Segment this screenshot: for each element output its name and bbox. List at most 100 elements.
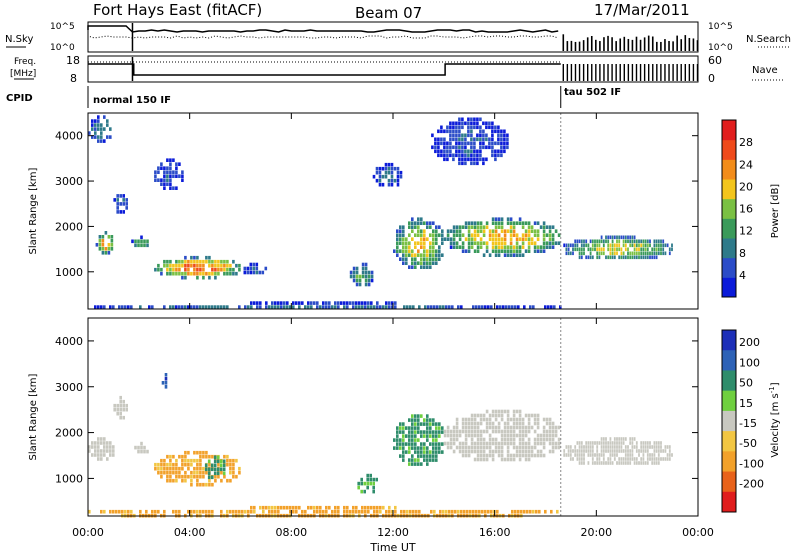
echo-cell (491, 425, 495, 430)
echo-cell (479, 129, 482, 134)
echo-cell (446, 429, 450, 434)
x-tick-label: 16:00 (479, 526, 511, 539)
echo-cell (515, 221, 519, 225)
echo-cell (220, 478, 223, 483)
echo-cell (166, 166, 169, 170)
echo-cell (611, 251, 614, 256)
echo-cell (414, 221, 417, 225)
echo-cell (662, 239, 665, 244)
echo-cell (600, 247, 603, 252)
echo-cell (620, 457, 623, 461)
x-tick-label: 20:00 (580, 526, 612, 539)
echo-cell (205, 450, 208, 455)
echo-cell (500, 449, 504, 454)
echo-cell (600, 449, 603, 453)
echo-cell (500, 149, 503, 154)
echo-cell (208, 305, 211, 309)
echo-cell (609, 235, 612, 240)
echo-cell (660, 449, 662, 453)
echo-cell (467, 445, 471, 450)
echo-cell (506, 133, 509, 138)
echo-cell (611, 445, 614, 449)
echo-cell (378, 178, 382, 183)
echo-cell (545, 421, 549, 426)
echo-cell (576, 243, 579, 248)
echo-cell (613, 449, 616, 453)
echo-cell (587, 449, 590, 453)
echo-cell (482, 457, 486, 462)
echo-cell (175, 162, 178, 166)
echo-cell (627, 239, 629, 244)
echo-cell (482, 241, 486, 245)
echo-cell (515, 245, 519, 249)
echo-cell (446, 229, 450, 233)
velocity-colorbar-label: Velocity [m s-1] (768, 382, 781, 457)
echo-cell (97, 123, 100, 127)
echo-cell (355, 301, 358, 305)
echo-cell (660, 239, 662, 244)
echo-cell (646, 441, 649, 445)
echo-cell (506, 441, 510, 446)
echo-cell (521, 225, 525, 229)
echo-cell (137, 445, 140, 450)
echo-cell (551, 445, 555, 450)
echo-cell (417, 414, 420, 418)
echo-cell (506, 217, 510, 221)
echo-cell (609, 243, 612, 248)
echo-cell (542, 225, 546, 229)
echo-cell (232, 474, 235, 479)
echo-cell (169, 454, 172, 459)
echo-cell (473, 441, 477, 446)
echo-cell (175, 259, 178, 264)
echo-cell (435, 249, 438, 253)
echo-cell (399, 170, 403, 175)
echo-cell (524, 449, 528, 454)
echo-cell (122, 210, 125, 214)
echo-cell (109, 453, 112, 457)
echo-cell (512, 441, 516, 446)
echo-cell (548, 429, 552, 434)
colorbar-tick-label: 100 (739, 356, 760, 369)
echo-cell (515, 417, 519, 422)
echo-cell (178, 174, 181, 178)
echo-cell (542, 433, 546, 438)
echo-cell (244, 509, 247, 514)
echo-cell (496, 509, 499, 514)
echo-cell (88, 449, 91, 453)
echo-cell (223, 263, 226, 268)
echo-cell (464, 437, 468, 442)
echo-cell (500, 417, 504, 422)
echo-cell (387, 170, 391, 175)
echo-cell (476, 125, 479, 130)
echo-cell (202, 267, 205, 272)
echo-cell (488, 445, 492, 450)
echo-cell (307, 301, 310, 305)
echo-cell (482, 141, 485, 146)
echo-cell (364, 278, 368, 283)
echo-cell (613, 453, 616, 457)
echo-cell (399, 225, 402, 229)
echo-cell (515, 453, 519, 458)
echo-cell (435, 430, 438, 434)
echo-cell (470, 133, 473, 138)
echo-cell (229, 470, 232, 475)
echo-cell (662, 449, 665, 453)
echo-cell (199, 259, 202, 264)
echo-cell (479, 241, 483, 245)
echo-cell (125, 202, 128, 206)
echo-cell (420, 450, 423, 454)
echo-cell (613, 243, 616, 248)
echo-cell (473, 153, 476, 158)
echo-cell (494, 141, 497, 146)
echo-cell (196, 305, 199, 309)
echo-cell (631, 235, 634, 240)
echo-cell (238, 466, 241, 471)
echo-cell (429, 241, 432, 245)
noise-panel: N.Sky N.Search 10^5 10^0 10^5 10^0 (5, 21, 791, 53)
echo-cell (545, 417, 549, 422)
echo-cell (455, 429, 459, 434)
echo-cell (405, 450, 408, 454)
echo-cell (497, 233, 501, 237)
echo-cell (322, 305, 325, 309)
